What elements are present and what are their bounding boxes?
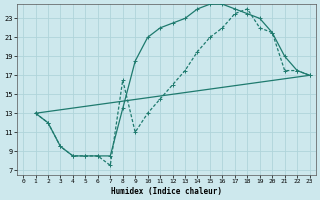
X-axis label: Humidex (Indice chaleur): Humidex (Indice chaleur) [111, 187, 222, 196]
